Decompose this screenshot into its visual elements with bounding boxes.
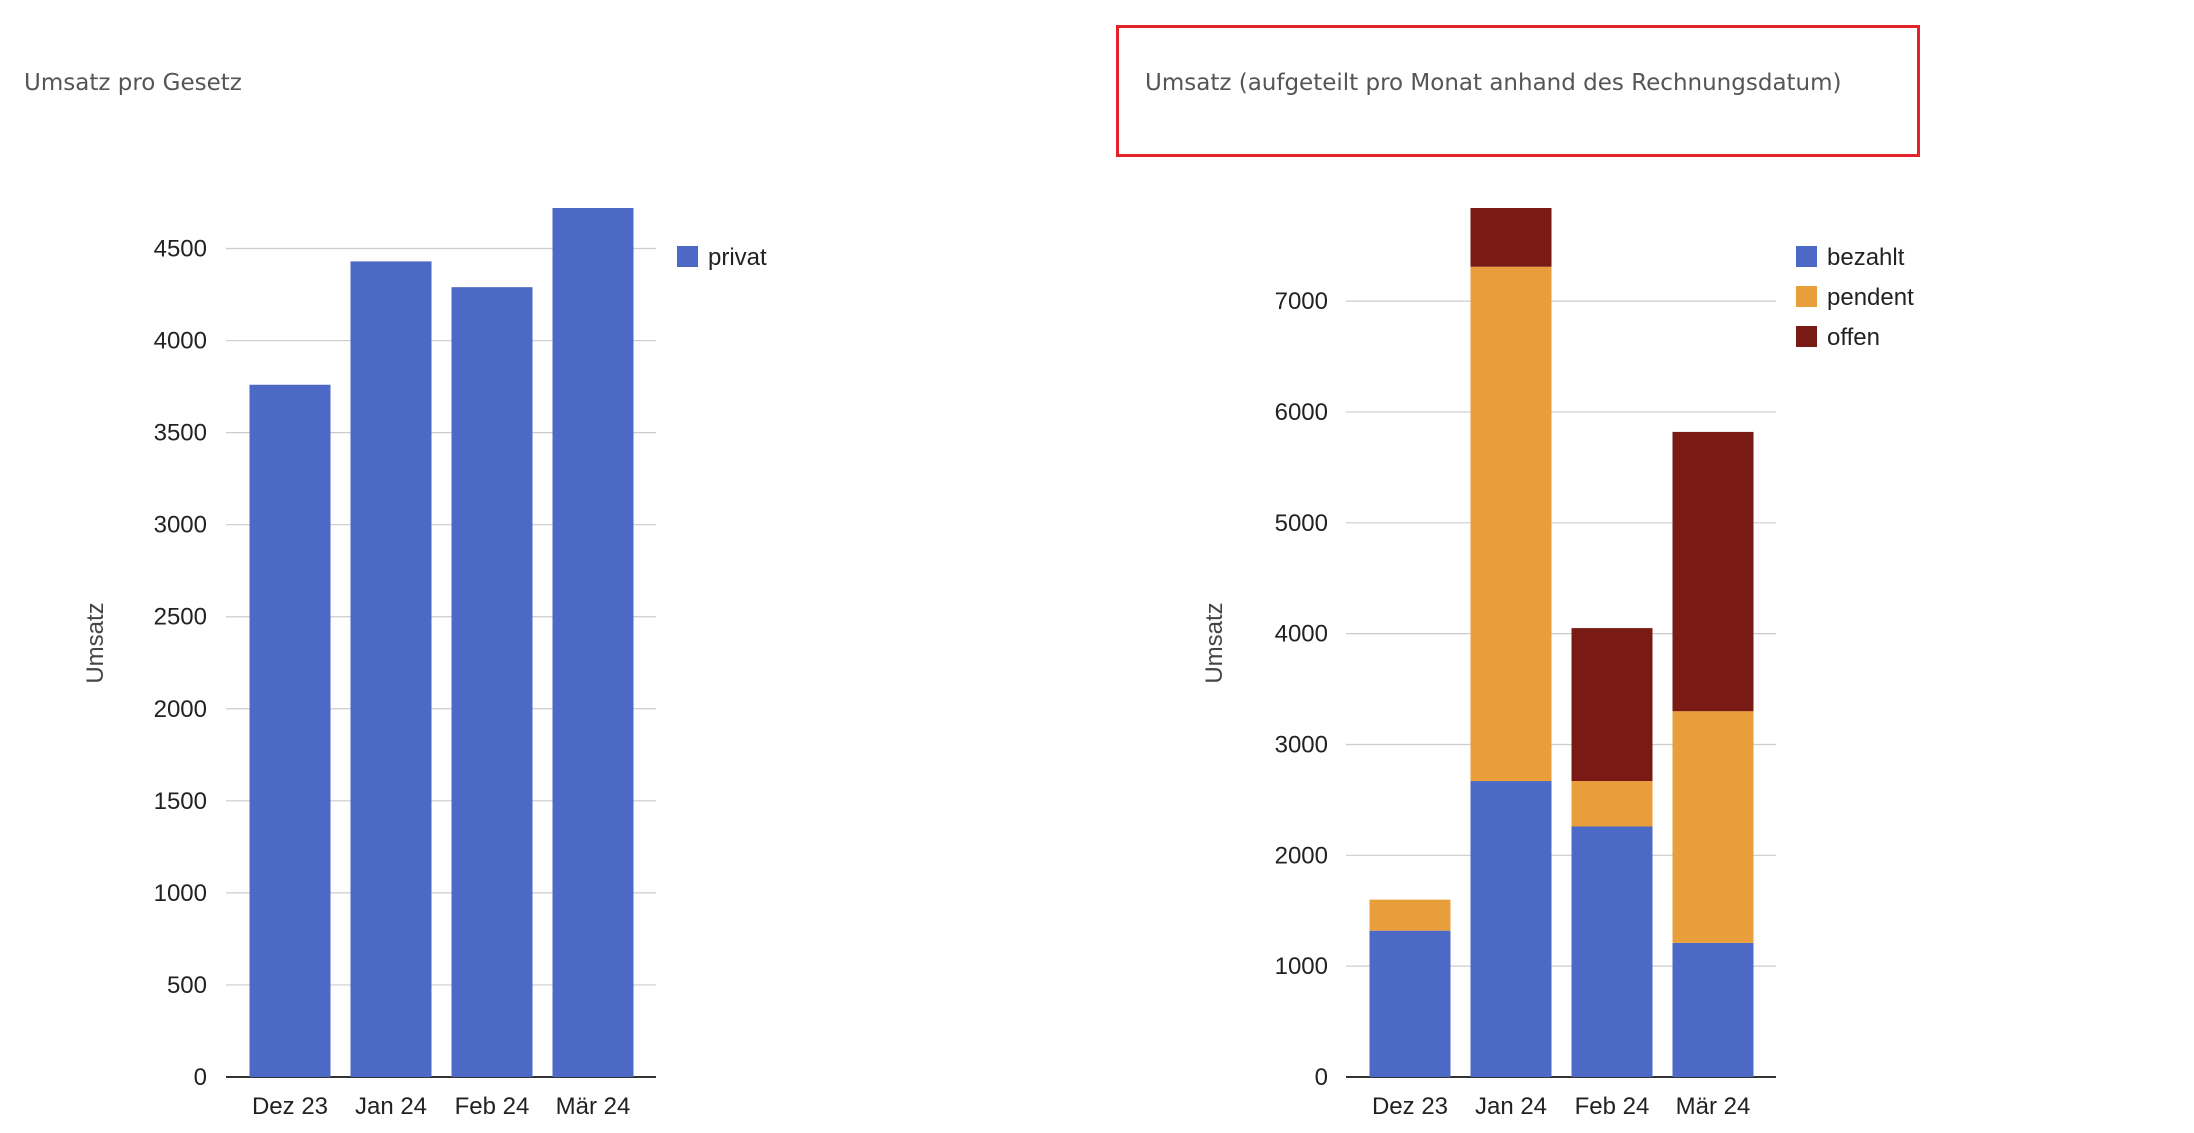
- x-tick-label: Dez 23: [1372, 1093, 1448, 1120]
- chart-title-left: Umsatz pro Gesetz: [24, 70, 242, 96]
- legend-swatch-bezahlt: [1796, 246, 1817, 267]
- legend-swatch-offen: [1796, 326, 1817, 347]
- chart-title-right: Umsatz (aufgeteilt pro Monat anhand des …: [1145, 70, 1842, 96]
- x-tick-label: Jan 24: [355, 1093, 427, 1120]
- x-tick-label: Jan 24: [1475, 1093, 1547, 1120]
- y-tick-label: 0: [194, 1064, 207, 1091]
- y-tick-label: 3000: [154, 512, 207, 539]
- y-tick-label: 4000: [154, 328, 207, 355]
- bar-pendent-1: [1470, 266, 1552, 782]
- bar-offen-2: [1571, 628, 1653, 782]
- bar-pendent-2: [1571, 781, 1653, 827]
- y-tick-label: 500: [167, 972, 207, 999]
- y-tick-label: 3000: [1275, 731, 1328, 758]
- y-tick-label: 7000: [1275, 288, 1328, 315]
- y-axis-title: Umsatz: [82, 602, 109, 683]
- y-axis-title: Umsatz: [1201, 602, 1228, 683]
- chart-left: 0 500 1000 1500 2000 2500 3000 3500 4000 4500 Umsa…: [82, 208, 767, 1120]
- legend-label-pendent: pendent: [1827, 284, 1914, 311]
- y-tick-label: 0: [1315, 1064, 1328, 1091]
- bar-bezahlt-3: [1672, 942, 1754, 1077]
- legend-swatch-pendent: [1796, 286, 1817, 307]
- legend-label-offen: offen: [1827, 324, 1880, 351]
- legend-label-bezahlt: bezahlt: [1827, 244, 1905, 271]
- legend-swatch-privat: [677, 246, 698, 267]
- bar-bezahlt-0: [1369, 930, 1451, 1077]
- x-tick-label: Mär 24: [556, 1093, 631, 1120]
- x-tick-label: Feb 24: [455, 1093, 530, 1120]
- y-tick-label: 1000: [154, 880, 207, 907]
- y-tick-label: 5000: [1275, 510, 1328, 537]
- y-tick-label: 2000: [154, 696, 207, 723]
- bar-bezahlt-2: [1571, 826, 1653, 1077]
- bar-privat-3: [552, 208, 634, 1077]
- bar-pendent-0: [1369, 899, 1451, 931]
- x-tick-label: Dez 23: [252, 1093, 328, 1120]
- legend-label-privat: privat: [708, 244, 767, 271]
- y-tick-label: 2500: [154, 604, 207, 631]
- y-tick-label: 1000: [1275, 953, 1328, 980]
- y-tick-label: 4500: [154, 236, 207, 263]
- y-tick-label: 3500: [154, 420, 207, 447]
- y-tick-label: 4000: [1275, 621, 1328, 648]
- y-tick-label: 1500: [154, 788, 207, 815]
- highlight-box: [1116, 25, 1920, 157]
- bar-offen-3: [1672, 431, 1754, 712]
- bar-pendent-3: [1672, 711, 1754, 943]
- x-tick-label: Feb 24: [1575, 1093, 1650, 1120]
- bar-offen-1: [1470, 208, 1552, 267]
- bar-privat-2: [451, 287, 533, 1077]
- y-tick-label: 2000: [1275, 842, 1328, 869]
- bar-bezahlt-1: [1470, 781, 1552, 1077]
- bar-privat-0: [249, 384, 331, 1078]
- y-tick-label: 6000: [1275, 399, 1328, 426]
- bar-privat-1: [350, 261, 432, 1077]
- x-tick-label: Mär 24: [1676, 1093, 1751, 1120]
